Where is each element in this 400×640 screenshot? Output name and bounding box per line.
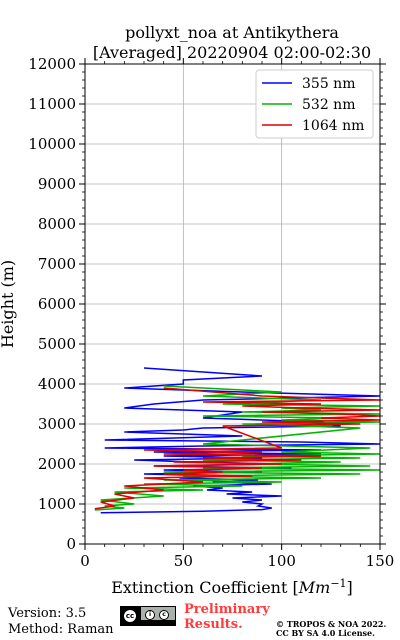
y-tick-label: 12000 <box>28 55 76 73</box>
legend-label: 532 nm <box>302 97 355 113</box>
legend: 355 nm 532 nm 1064 nm <box>255 69 374 139</box>
legend-box <box>255 69 374 139</box>
y-tick-label: 4000 <box>38 375 76 393</box>
series-line-355-nm <box>100 367 380 514</box>
chart-title-line1: pollyxt_noa at Antikythera <box>125 23 339 42</box>
x-tick-label: 0 <box>80 552 90 570</box>
method-text: Method: Raman <box>8 622 114 637</box>
y-tick-label: 1000 <box>38 495 76 513</box>
x-tick-label: 50 <box>174 552 193 570</box>
extinction-profile-chart: pollyxt_noa at Antikythera [Averaged] 20… <box>0 23 394 598</box>
y-tick-label: 10000 <box>28 135 76 153</box>
chart-title-line2: [Averaged] 20220904 02:00-02:30 <box>93 43 371 62</box>
copyright-note: © TROPOS & NOA 2022. CC BY SA 4.0 Licens… <box>276 620 386 638</box>
y-tick-label: 0 <box>66 535 76 553</box>
y-tick-label: 7000 <box>38 255 76 273</box>
axis-ticks: 0100020003000400050006000700080009000100… <box>28 55 394 570</box>
preliminary-results-note: Preliminary Results. <box>184 602 270 632</box>
x-tick-label: 150 <box>366 552 395 570</box>
x-tick-label: 100 <box>267 552 296 570</box>
copyright-line2: CC BY SA 4.0 License. <box>276 628 375 638</box>
y-tick-label: 6000 <box>38 295 76 313</box>
legend-label: 355 nm <box>302 76 355 92</box>
series-lines <box>94 367 380 514</box>
version-text: Version: 3.5 <box>8 606 87 621</box>
x-axis-label: Extinction Coefficient [Mm−1] <box>111 577 353 598</box>
copyright-line1: © TROPOS & NOA 2022. <box>276 619 387 629</box>
cc-by-sa-license-icon: cc i c <box>120 606 176 626</box>
legend-label: 1064 nm <box>302 118 364 134</box>
y-tick-label: 2000 <box>38 455 76 473</box>
y-tick-label: 11000 <box>28 95 76 113</box>
y-axis-label: Height (m) <box>0 260 17 348</box>
y-tick-label: 5000 <box>38 335 76 353</box>
y-tick-label: 3000 <box>38 415 76 433</box>
preliminary-line1: Preliminary <box>184 602 270 617</box>
series-line-1064-nm <box>94 387 380 510</box>
preliminary-line2: Results. <box>184 617 243 632</box>
y-tick-label: 9000 <box>38 175 76 193</box>
y-tick-label: 8000 <box>38 215 76 233</box>
series-line-532-nm <box>94 385 380 511</box>
